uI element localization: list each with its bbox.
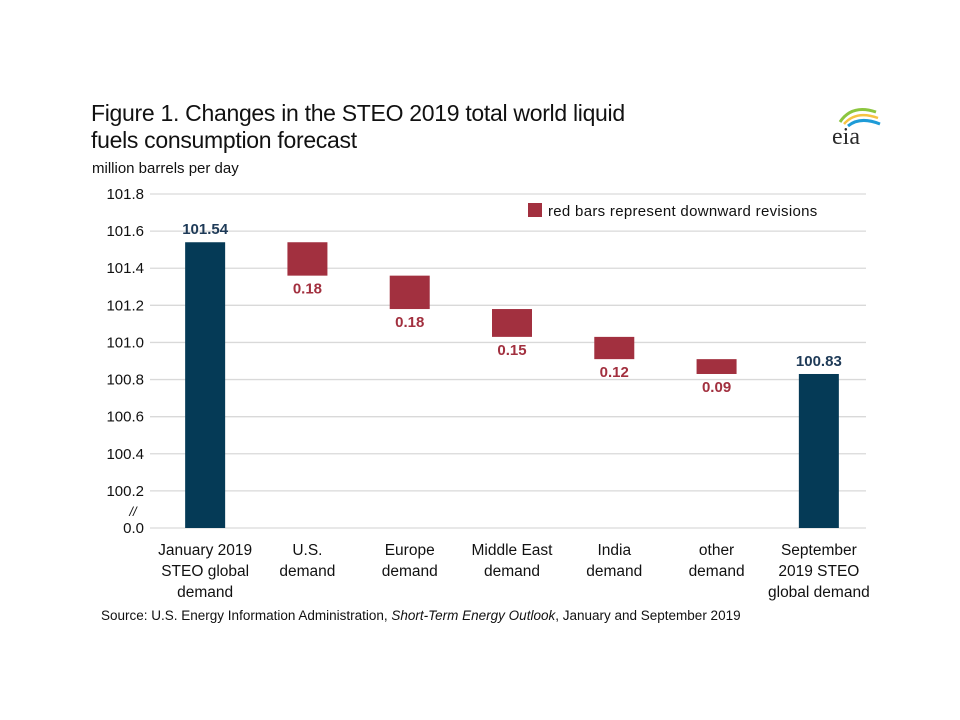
x-category-label-line: demand: [586, 563, 642, 580]
revision-bar: [287, 242, 328, 276]
source-suffix: , January and September 2019: [555, 608, 741, 623]
data-labels: 101.54 0.18 0.18 0.15 0.12 0.09 100.83: [182, 221, 842, 396]
x-category-label-line: demand: [279, 563, 335, 580]
x-category-label-line: other: [699, 542, 734, 559]
x-category-label-line: Europe: [385, 542, 435, 559]
x-category-label-line: January 2019: [158, 542, 252, 559]
x-category-label: Europe demand: [382, 542, 438, 580]
data-label: 0.12: [600, 364, 629, 381]
data-label: 100.83: [796, 353, 842, 370]
bars: [185, 242, 839, 528]
x-category-label-line: Middle East: [472, 542, 554, 559]
axis-break-marker: //: [128, 504, 138, 519]
x-category-label: January 2019 STEO global demand: [158, 542, 252, 601]
x-category-label-line: India: [597, 542, 631, 559]
y-tick-label: 100.4: [106, 446, 144, 463]
y-axis-ticks: 101.8 101.6 101.4 101.2 101.0 100.8 100.6 100.4…: [106, 186, 144, 537]
x-category-label: U.S. demand: [279, 542, 335, 580]
source-prefix: Source: U.S. Energy Information Administ…: [101, 608, 392, 623]
data-label: 0.15: [497, 342, 526, 359]
data-label: 0.09: [702, 379, 731, 396]
source-note: Source: U.S. Energy Information Administ…: [101, 608, 741, 623]
x-category-label-line: demand: [484, 563, 540, 580]
x-category-label-line: demand: [689, 563, 745, 580]
y-tick-label: 100.2: [106, 483, 144, 500]
x-category-label: September 2019 STEO global demand: [768, 542, 870, 601]
chart-title-line-2: fuels consumption forecast: [91, 127, 357, 153]
total-bar: [798, 373, 839, 528]
y-tick-label: 0.0: [123, 520, 144, 537]
x-category-label: Middle East demand: [472, 542, 554, 580]
data-label: 101.54: [182, 221, 229, 238]
revision-bar: [594, 336, 635, 360]
x-category-label: other demand: [689, 542, 745, 580]
y-tick-label: 101.2: [106, 297, 144, 314]
x-category-label-line: September: [781, 542, 857, 559]
x-category-label-line: STEO global: [161, 563, 249, 580]
legend: red bars represent downward revisions: [528, 203, 818, 220]
legend-label: red bars represent downward revisions: [548, 203, 818, 220]
y-tick-label: 100.6: [106, 409, 144, 426]
y-tick-label: 101.4: [106, 260, 144, 277]
y-tick-label: 101.8: [106, 186, 144, 203]
revision-bar: [389, 275, 430, 310]
revision-bar: [492, 309, 532, 337]
chart-title: Figure 1. Changes in the STEO 2019 total…: [91, 100, 751, 154]
source-publication: Short-Term Energy Outlook: [391, 608, 556, 623]
x-category-label-line: global demand: [768, 584, 870, 601]
x-category-label-line: 2019 STEO: [778, 563, 859, 580]
total-bar: [185, 242, 226, 528]
x-category-label-line: demand: [177, 584, 233, 601]
chart-title-line-1: Figure 1. Changes in the STEO 2019 total…: [91, 100, 625, 126]
data-label: 0.18: [293, 281, 322, 298]
eia-logo-text: eia: [832, 124, 860, 150]
eia-logo-icon: eia: [832, 108, 881, 150]
x-category-label-line: demand: [382, 563, 438, 580]
y-tick-label: 100.8: [106, 372, 144, 389]
y-tick-label: 101.0: [106, 334, 144, 351]
gridlines: [150, 193, 866, 529]
legend-swatch: [528, 203, 542, 217]
revision-bar: [696, 359, 737, 374]
x-category-label-line: U.S.: [292, 542, 322, 559]
x-category-label: India demand: [586, 542, 642, 580]
y-tick-label: 101.6: [106, 223, 144, 240]
data-label: 0.18: [395, 314, 424, 331]
y-axis-units-label: million barrels per day: [92, 160, 239, 177]
